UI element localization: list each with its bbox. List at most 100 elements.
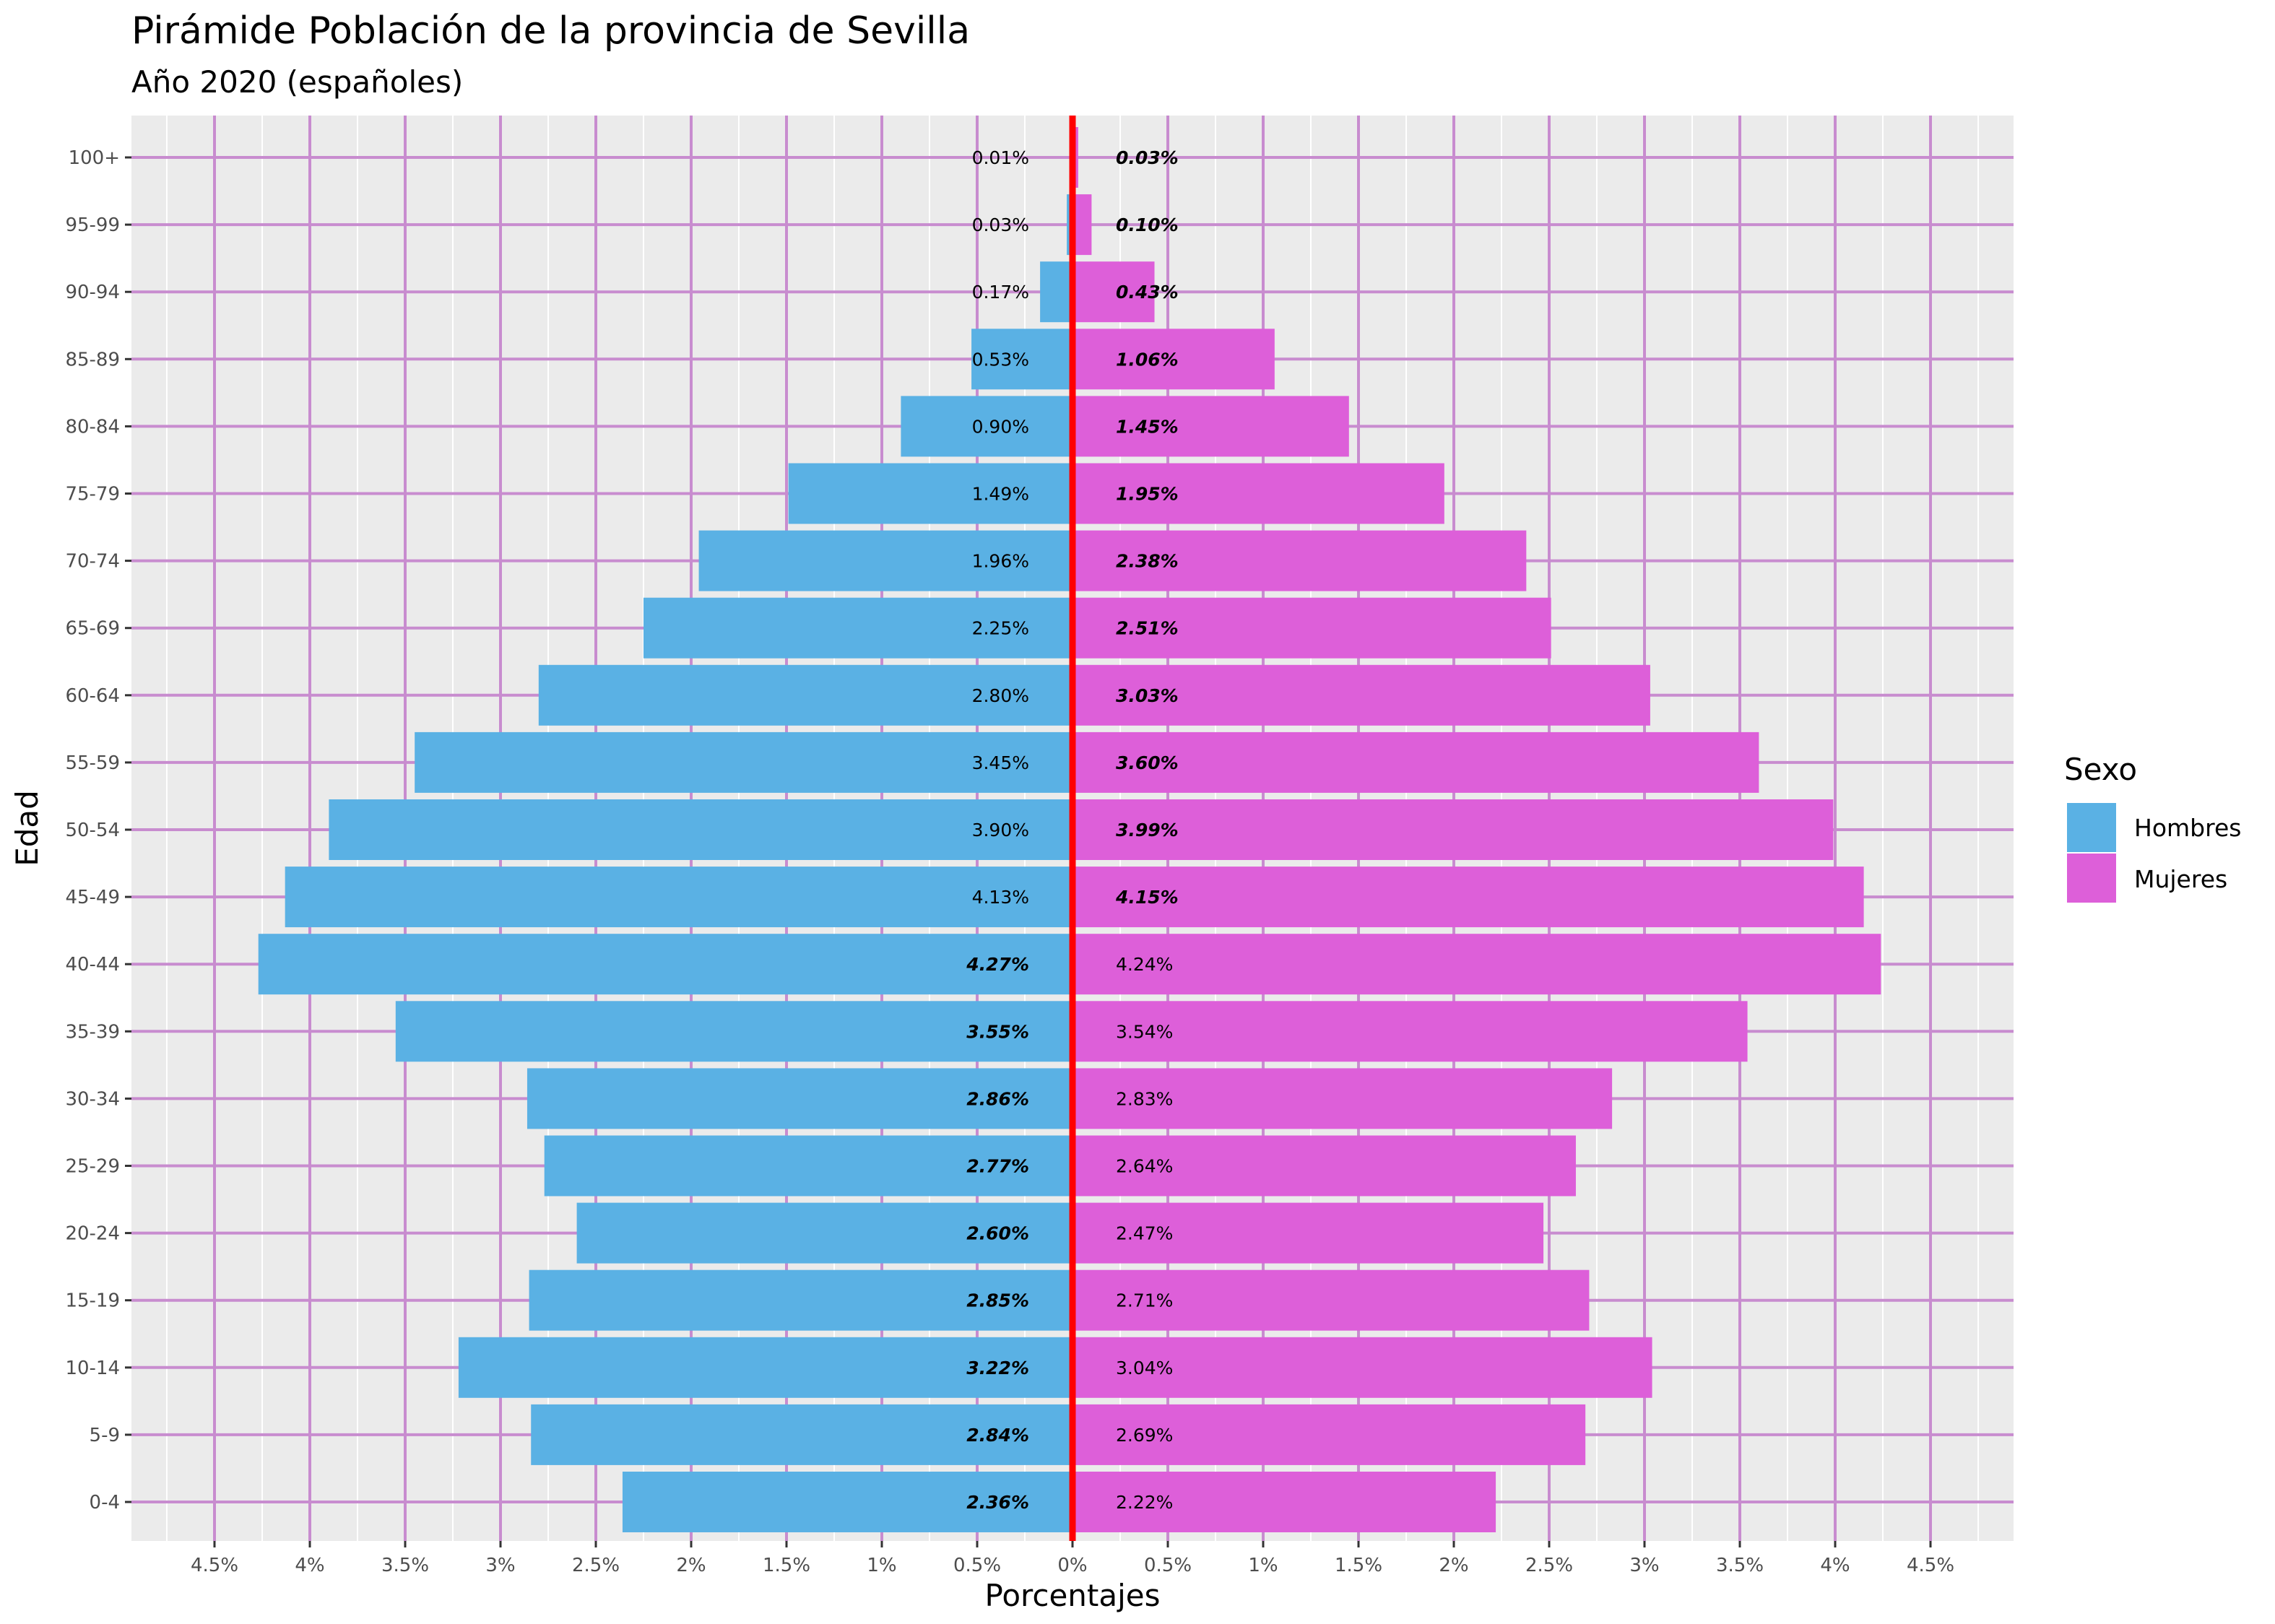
x-tick-label: 1% (1248, 1555, 1278, 1576)
y-tick-label: 30-34 (65, 1088, 120, 1110)
bar-mujeres-50-54 (1072, 799, 1833, 860)
bar-label-hombres-55-59: 3.45% (972, 752, 1029, 773)
y-tick-label: 65-69 (65, 618, 120, 640)
bar-label-hombres-70-74: 1.96% (972, 551, 1029, 572)
bar-label-hombres-30-34: 2.86% (966, 1088, 1029, 1109)
bar-label-hombres-95-99: 0.03% (972, 214, 1029, 235)
chart-subtitle: Año 2020 (españoles) (131, 64, 463, 100)
y-tick-label: 90-94 (65, 282, 120, 303)
legend-label-hombres: Hombres (2134, 814, 2241, 842)
bar-label-mujeres-40-44: 4.24% (1116, 954, 1173, 975)
bar-hombres-75-79 (789, 464, 1072, 524)
x-tick-label: 2.5% (1525, 1555, 1573, 1576)
y-tick-label: 60-64 (65, 685, 120, 707)
bar-label-hombres-100+: 0.01% (972, 147, 1029, 168)
y-tick-label: 70-74 (65, 551, 120, 573)
y-tick-label: 80-84 (65, 416, 120, 438)
x-axis-ticks: 4.5% 4% 3.5% 3% 2.5% 2% 1.5% 1% 0.5% 0% 0.5% 1% 1.5%… (191, 1541, 1954, 1576)
bar-label-hombres-75-79: 1.49% (972, 484, 1029, 505)
bar-label-mujeres-85-89: 1.06% (1116, 349, 1179, 370)
bar-label-hombres-35-39: 3.55% (966, 1021, 1029, 1042)
x-tick-label: 0.5% (953, 1555, 1001, 1576)
bar-mujeres-35-39 (1072, 1001, 1748, 1061)
bar-label-hombres-90-94: 0.17% (972, 282, 1029, 303)
bar-mujeres-40-44 (1072, 934, 1881, 994)
legend-key-hombres (2067, 803, 2116, 852)
bar-hombres-45-49 (285, 867, 1072, 927)
bar-hombres-50-54 (329, 799, 1072, 860)
bar-label-hombres-45-49: 4.13% (972, 887, 1029, 908)
bar-label-hombres-65-69: 2.25% (972, 618, 1029, 639)
x-tick-label: 1.5% (763, 1555, 810, 1576)
x-tick-label: 2% (1439, 1555, 1468, 1576)
bar-label-mujeres-10-14: 3.04% (1116, 1358, 1173, 1378)
x-tick-label: 3% (485, 1555, 515, 1576)
y-tick-label: 5-9 (90, 1425, 120, 1446)
x-tick-label: 1% (867, 1555, 896, 1576)
bar-label-hombres-85-89: 0.53% (972, 349, 1029, 370)
x-tick-label: 0.5% (1144, 1555, 1192, 1576)
bar-label-mujeres-65-69: 2.51% (1116, 618, 1179, 639)
bar-label-mujeres-25-29: 2.64% (1116, 1156, 1173, 1177)
bar-label-hombres-80-84: 0.90% (972, 416, 1029, 437)
y-axis-ticks: 0-4 5-9 10-14 15-19 20-24 25-29 30-34 35-39 40-4… (65, 147, 131, 1514)
y-axis-title: Edad (9, 790, 45, 867)
y-tick-label: 20-24 (65, 1223, 120, 1245)
y-tick-label: 50-54 (65, 820, 120, 841)
x-tick-label: 4.5% (191, 1555, 238, 1576)
x-tick-label: 3% (1629, 1555, 1659, 1576)
chart-title: Pirámide Población de la provincia de Se… (131, 9, 970, 53)
legend-label-mujeres: Mujeres (2134, 865, 2227, 893)
bar-label-mujeres-45-49: 4.15% (1115, 887, 1179, 908)
y-tick-label: 45-49 (65, 887, 120, 908)
bar-label-hombres-10-14: 3.22% (966, 1358, 1029, 1378)
bar-label-mujeres-55-59: 3.60% (1116, 752, 1179, 773)
bar-label-mujeres-60-64: 3.03% (1116, 685, 1179, 706)
y-tick-label: 35-39 (65, 1021, 120, 1043)
legend-title: Sexo (2064, 752, 2137, 787)
bar-label-mujeres-75-79: 1.95% (1116, 484, 1179, 505)
bar-label-hombres-5-9: 2.84% (966, 1425, 1029, 1446)
x-tick-label: 4% (1820, 1555, 1850, 1576)
legend-key-mujeres (2067, 854, 2116, 903)
bar-label-mujeres-30-34: 2.83% (1116, 1088, 1173, 1109)
x-tick-label: 3.5% (1716, 1555, 1764, 1576)
y-tick-label: 85-89 (65, 349, 120, 370)
bar-label-hombres-15-19: 2.85% (966, 1290, 1029, 1311)
x-tick-label: 4.5% (1907, 1555, 1954, 1576)
bar-mujeres-80-84 (1072, 396, 1349, 456)
y-tick-label: 100+ (69, 147, 120, 169)
x-tick-label: 4% (295, 1555, 324, 1576)
y-tick-label: 40-44 (65, 954, 120, 976)
bar-label-hombres-40-44: 4.27% (966, 954, 1029, 975)
x-tick-label: 1.5% (1335, 1555, 1382, 1576)
bar-mujeres-45-49 (1072, 867, 1864, 927)
bar-label-hombres-60-64: 2.80% (972, 685, 1029, 706)
y-tick-label: 0-4 (90, 1492, 120, 1514)
x-tick-label: 2.5% (572, 1555, 620, 1576)
bar-label-mujeres-0-4: 2.22% (1116, 1492, 1173, 1513)
bar-label-mujeres-50-54: 3.99% (1116, 820, 1179, 841)
bar-label-mujeres-100+: 0.03% (1116, 147, 1179, 168)
bar-label-mujeres-15-19: 2.71% (1116, 1290, 1173, 1311)
bar-label-hombres-0-4: 2.36% (966, 1492, 1029, 1513)
bar-label-mujeres-80-84: 1.45% (1116, 416, 1179, 437)
y-tick-label: 10-14 (65, 1358, 120, 1379)
bar-label-mujeres-20-24: 2.47% (1116, 1223, 1173, 1244)
bar-label-mujeres-95-99: 0.10% (1116, 214, 1179, 235)
bar-label-hombres-20-24: 2.60% (966, 1223, 1029, 1244)
x-axis-title: Porcentajes (984, 1578, 1160, 1613)
x-tick-label: 3.5% (381, 1555, 429, 1576)
bar-label-mujeres-70-74: 2.38% (1116, 551, 1179, 572)
y-tick-label: 55-59 (65, 752, 120, 774)
y-tick-label: 75-79 (65, 484, 120, 505)
y-tick-label: 15-19 (65, 1290, 120, 1312)
bar-hombres-90-94 (1040, 261, 1072, 322)
legend: Sexo Hombres Mujeres (2064, 752, 2241, 903)
y-tick-label: 95-99 (65, 214, 120, 236)
bar-label-mujeres-35-39: 3.54% (1116, 1021, 1173, 1042)
bar-hombres-40-44 (259, 934, 1072, 994)
x-tick-label: 2% (676, 1555, 706, 1576)
bar-label-hombres-25-29: 2.77% (966, 1156, 1029, 1177)
